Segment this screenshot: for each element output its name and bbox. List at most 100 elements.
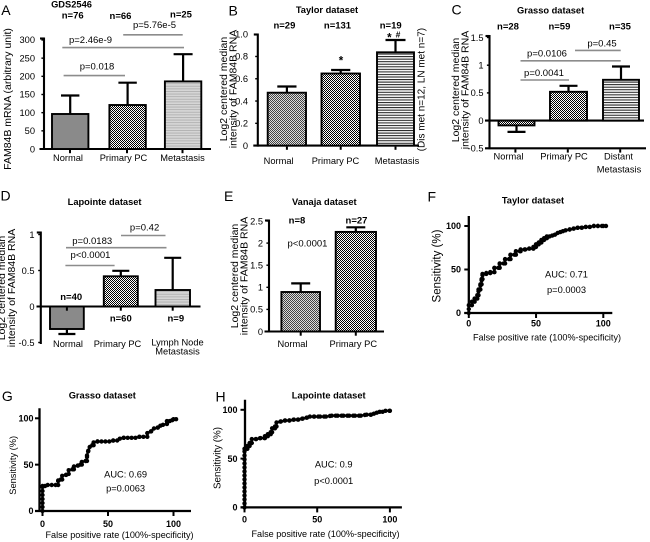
- svg-text:n=60: n=60: [110, 313, 132, 324]
- svg-text:0: 0: [28, 506, 33, 516]
- svg-text:1.5: 1.5: [471, 33, 484, 43]
- svg-text:0: 0: [478, 116, 483, 126]
- svg-text:Normal: Normal: [53, 339, 83, 349]
- svg-text:Lymph Node: Lymph Node: [151, 337, 203, 347]
- svg-text:p=0.0003: p=0.0003: [547, 285, 586, 295]
- svg-text:*: *: [387, 33, 392, 45]
- svg-text:0: 0: [243, 141, 248, 151]
- svg-text:100: 100: [382, 514, 397, 524]
- svg-text:Primary PC: Primary PC: [330, 339, 378, 349]
- svg-text:1.0: 1.0: [235, 29, 248, 39]
- svg-text:intensity of FAM84B RNA: intensity of FAM84B RNA: [6, 229, 18, 347]
- svg-text:D: D: [1, 188, 11, 204]
- svg-text:0.5: 0.5: [250, 305, 263, 315]
- svg-text:Lapointe dataset: Lapointe dataset: [292, 391, 366, 401]
- svg-text:50: 50: [531, 319, 541, 329]
- svg-text:Log2 centered median: Log2 centered median: [450, 38, 462, 143]
- svg-text:H: H: [216, 388, 226, 404]
- svg-text:F: F: [428, 189, 437, 205]
- svg-text:p=0.42: p=0.42: [130, 223, 159, 234]
- svg-text:p=0.0183: p=0.0183: [72, 236, 112, 247]
- svg-text:intensity of FAM84B RNA: intensity of FAM84B RNA: [239, 217, 251, 335]
- svg-text:0: 0: [232, 503, 237, 513]
- svg-text:Sensitivity (%): Sensitivity (%): [432, 229, 444, 302]
- svg-text:100: 100: [19, 108, 35, 118]
- svg-text:Normal: Normal: [53, 153, 83, 163]
- svg-text:Primary PC: Primary PC: [312, 156, 360, 166]
- svg-text:G: G: [2, 388, 13, 404]
- svg-text:50: 50: [23, 460, 33, 470]
- svg-text:Normal: Normal: [264, 156, 294, 166]
- svg-text:False positive rate (100%-spec: False positive rate (100%-specificity): [251, 529, 399, 539]
- svg-text:n=29: n=29: [273, 20, 295, 31]
- svg-text:2: 2: [258, 238, 263, 248]
- svg-text:1: 1: [29, 230, 34, 240]
- svg-text:Grasso dataset: Grasso dataset: [69, 391, 136, 401]
- svg-text:A: A: [1, 2, 11, 18]
- svg-text:50: 50: [103, 519, 113, 529]
- svg-text:p=0.0106: p=0.0106: [527, 49, 567, 60]
- svg-text:0.4: 0.4: [235, 96, 248, 106]
- svg-text:0: 0: [40, 519, 45, 529]
- svg-text:C: C: [452, 2, 462, 18]
- svg-text:Metastasis: Metastasis: [155, 347, 200, 357]
- svg-text:Taylor dataset: Taylor dataset: [502, 196, 564, 206]
- svg-text:Lapointe dataset: Lapointe dataset: [68, 197, 142, 207]
- svg-text:n=27: n=27: [346, 216, 368, 227]
- svg-text:p<0.0001: p<0.0001: [314, 476, 353, 486]
- svg-text:0: 0: [466, 319, 471, 329]
- svg-text:AUC: 0.69: AUC: 0.69: [104, 470, 147, 480]
- svg-text:200: 200: [19, 72, 35, 82]
- svg-text:n=9: n=9: [167, 313, 184, 324]
- svg-text:100: 100: [446, 221, 461, 231]
- svg-text:Sensitivity (%): Sensitivity (%): [213, 427, 224, 489]
- svg-text:n=25: n=25: [170, 10, 193, 21]
- svg-text:#: #: [396, 30, 401, 40]
- svg-text:0: 0: [242, 514, 247, 524]
- svg-text:0.5: 0.5: [22, 266, 35, 276]
- svg-text:-0.5: -0.5: [467, 144, 483, 154]
- svg-text:n=40: n=40: [60, 292, 82, 303]
- svg-text:Taylor dataset: Taylor dataset: [296, 5, 358, 15]
- svg-text:intensity of FAM84B RNA: intensity of FAM84B RNA: [459, 31, 471, 149]
- svg-text:Sensitivity (%): Sensitivity (%): [8, 436, 18, 495]
- svg-text:0.5: 0.5: [471, 88, 484, 98]
- svg-text:False positive rate (100%-spec: False positive rate (100%-specificity): [473, 332, 621, 342]
- svg-text:250: 250: [19, 53, 35, 63]
- svg-text:p=0.45: p=0.45: [587, 39, 616, 50]
- svg-text:n=76: n=76: [62, 11, 84, 22]
- svg-text:n=8: n=8: [289, 216, 306, 227]
- svg-text:100: 100: [596, 319, 611, 329]
- svg-text:*: *: [339, 56, 344, 68]
- svg-text:-0.5: -0.5: [18, 338, 34, 348]
- svg-text:50: 50: [451, 265, 461, 275]
- svg-text:Distant: Distant: [604, 152, 633, 162]
- svg-text:p=2.46e-9: p=2.46e-9: [69, 35, 112, 46]
- svg-text:p=0.0041: p=0.0041: [524, 68, 564, 79]
- svg-text:n=131: n=131: [324, 20, 352, 31]
- svg-text:Log2 centered median: Log2 centered median: [0, 236, 8, 341]
- svg-text:p=0.018: p=0.018: [80, 61, 115, 72]
- svg-text:Log2 centered median: Log2 centered median: [229, 224, 241, 329]
- svg-text:0: 0: [30, 144, 35, 154]
- svg-text:n=35: n=35: [609, 22, 632, 33]
- svg-text:0.6: 0.6: [235, 74, 248, 84]
- svg-text:AUC: 0.71: AUC: 0.71: [545, 270, 588, 280]
- svg-text:n=59: n=59: [548, 22, 570, 33]
- svg-text:False positive rate (100%-spec: False positive rate (100%-specificity): [45, 530, 193, 540]
- svg-text:2.5: 2.5: [250, 216, 263, 226]
- svg-text:1: 1: [478, 60, 483, 70]
- svg-text:p=5.76e-5: p=5.76e-5: [133, 20, 176, 31]
- svg-text:300: 300: [19, 35, 35, 45]
- svg-text:1.5: 1.5: [250, 260, 263, 270]
- svg-text:1: 1: [258, 283, 263, 293]
- svg-text:Metastasis: Metastasis: [597, 165, 642, 175]
- svg-text:n=66: n=66: [110, 11, 132, 22]
- svg-text:(Dis met n=12, LN met n=7): (Dis met n=12, LN met n=7): [417, 28, 428, 151]
- svg-text:Vanaja dataset: Vanaja dataset: [292, 197, 357, 207]
- svg-text:100: 100: [18, 414, 33, 424]
- svg-text:100: 100: [222, 405, 237, 415]
- svg-text:intensity of FAM84B RNA: intensity of FAM84B RNA: [228, 30, 240, 148]
- svg-text:n=19: n=19: [380, 20, 402, 31]
- svg-text:Metastasis: Metastasis: [160, 153, 205, 163]
